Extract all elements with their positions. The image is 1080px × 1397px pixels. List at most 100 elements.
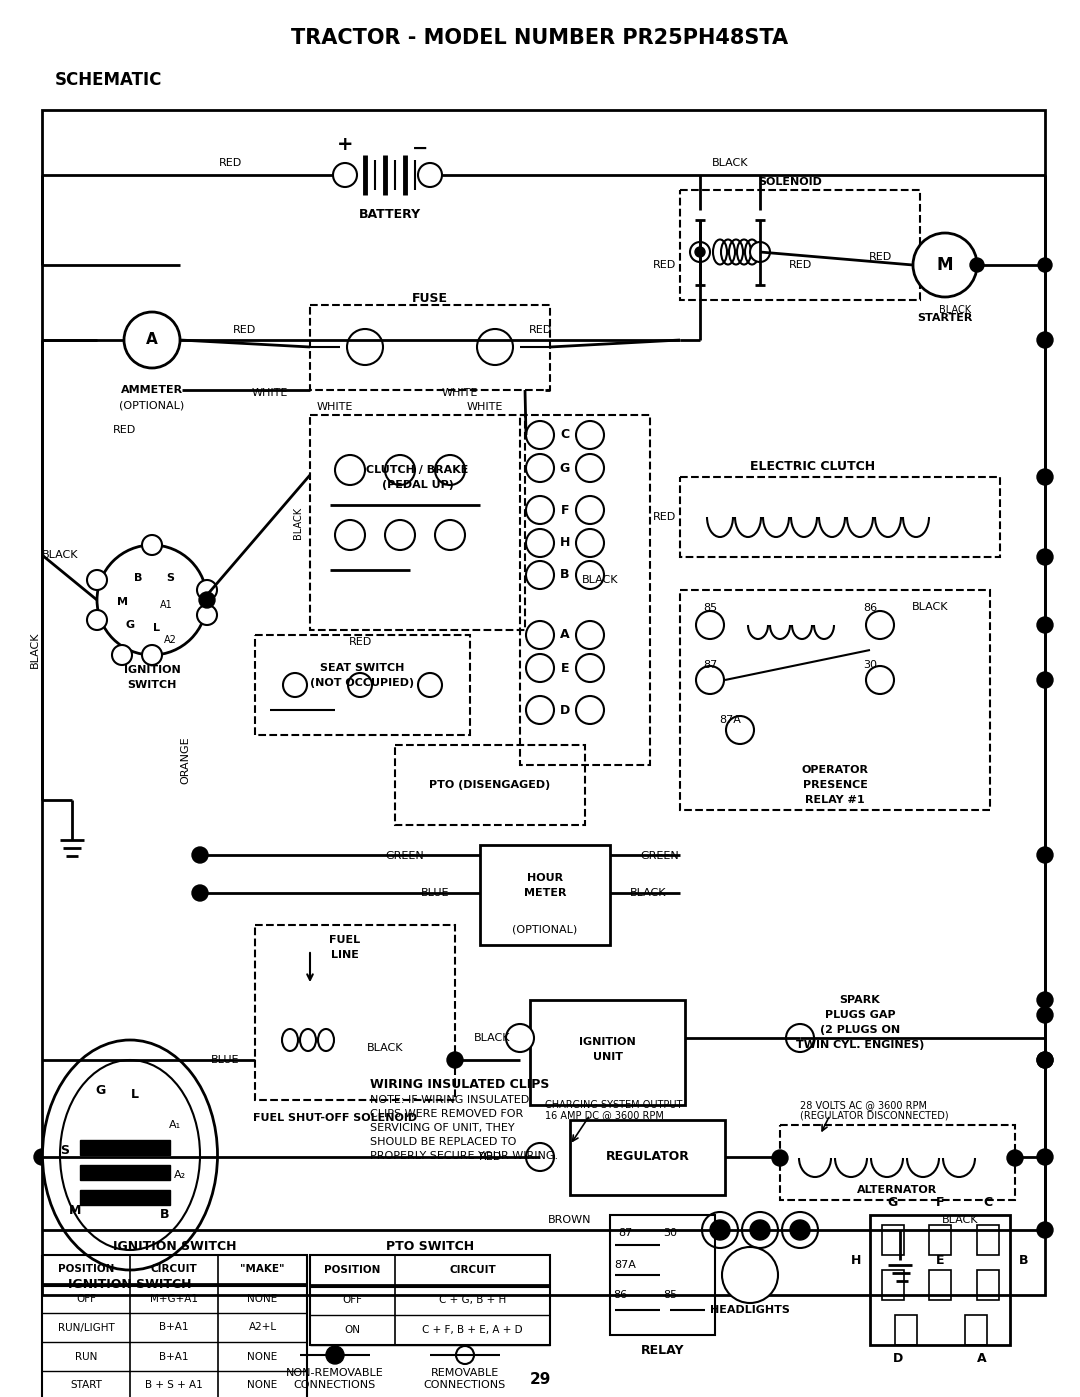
Text: BLUE: BLUE xyxy=(211,1055,240,1065)
Text: 16 AMP DC @ 3600 RPM: 16 AMP DC @ 3600 RPM xyxy=(545,1111,664,1120)
Text: REMOVABLE: REMOVABLE xyxy=(431,1368,499,1377)
Text: G: G xyxy=(887,1196,897,1210)
Bar xyxy=(395,745,585,826)
Circle shape xyxy=(97,545,207,655)
Circle shape xyxy=(435,520,465,550)
Circle shape xyxy=(866,666,894,694)
Text: G: G xyxy=(95,1084,105,1097)
Text: CONNECTIONS: CONNECTIONS xyxy=(423,1380,507,1390)
Text: 87A: 87A xyxy=(719,715,741,725)
Text: RED: RED xyxy=(788,260,812,270)
Text: E: E xyxy=(561,662,569,675)
Text: C: C xyxy=(984,1196,993,1210)
Text: START: START xyxy=(70,1380,102,1390)
Circle shape xyxy=(197,580,217,599)
Text: B: B xyxy=(1020,1253,1029,1267)
Circle shape xyxy=(348,673,372,697)
Text: GREEN: GREEN xyxy=(386,851,424,861)
Text: WIRING INSULATED CLIPS: WIRING INSULATED CLIPS xyxy=(370,1078,550,1091)
Text: WHITE: WHITE xyxy=(252,388,288,398)
Text: PTO (DISENGAGED): PTO (DISENGAGED) xyxy=(430,780,551,789)
Circle shape xyxy=(702,1213,738,1248)
Text: METER: METER xyxy=(524,888,566,898)
Text: NONE: NONE xyxy=(247,1294,278,1303)
Text: RELAY #1: RELAY #1 xyxy=(806,795,865,805)
Circle shape xyxy=(418,163,442,187)
Circle shape xyxy=(1037,1007,1053,1023)
Text: POSITION: POSITION xyxy=(58,1264,114,1274)
Text: S: S xyxy=(166,573,174,583)
Circle shape xyxy=(696,666,724,694)
Circle shape xyxy=(199,592,215,608)
Text: M+G+A1: M+G+A1 xyxy=(150,1294,198,1303)
Text: B+A1: B+A1 xyxy=(159,1351,189,1362)
Text: 86: 86 xyxy=(613,1289,627,1301)
Text: G: G xyxy=(559,461,570,475)
Text: 87: 87 xyxy=(703,659,717,671)
Text: (OPTIONAL): (OPTIONAL) xyxy=(120,400,185,409)
Bar xyxy=(255,925,455,1099)
Bar xyxy=(42,1255,307,1397)
Circle shape xyxy=(576,496,604,524)
Circle shape xyxy=(696,247,705,257)
Circle shape xyxy=(333,163,357,187)
Bar xyxy=(929,1225,951,1255)
Bar xyxy=(977,1270,999,1301)
Text: SERVICING OF UNIT, THEY: SERVICING OF UNIT, THEY xyxy=(370,1123,515,1133)
Circle shape xyxy=(526,454,554,482)
Circle shape xyxy=(742,1213,778,1248)
Circle shape xyxy=(283,673,307,697)
Text: AMMETER: AMMETER xyxy=(121,386,184,395)
Circle shape xyxy=(141,535,162,555)
Text: BLACK: BLACK xyxy=(367,1044,403,1053)
Bar xyxy=(570,1120,725,1194)
Text: FUEL SHUT-OFF SOLENOID: FUEL SHUT-OFF SOLENOID xyxy=(253,1113,417,1123)
Bar xyxy=(882,1270,904,1301)
Text: (2 PLUGS ON: (2 PLUGS ON xyxy=(820,1025,900,1035)
Bar xyxy=(80,1190,170,1206)
Circle shape xyxy=(87,570,107,590)
Circle shape xyxy=(866,610,894,638)
Text: PTO SWITCH: PTO SWITCH xyxy=(386,1241,474,1253)
Circle shape xyxy=(913,233,977,298)
Text: H: H xyxy=(559,536,570,549)
Text: A2+L: A2+L xyxy=(248,1323,276,1333)
Text: RED: RED xyxy=(653,511,677,522)
Circle shape xyxy=(1037,1148,1053,1165)
Text: GREEN: GREEN xyxy=(640,851,679,861)
Text: RUN: RUN xyxy=(75,1351,97,1362)
Circle shape xyxy=(526,1143,554,1171)
Circle shape xyxy=(1037,617,1053,633)
Circle shape xyxy=(197,605,217,624)
Bar xyxy=(882,1225,904,1255)
Text: B: B xyxy=(561,569,570,581)
Text: BLACK: BLACK xyxy=(30,631,40,668)
Text: 86: 86 xyxy=(863,604,877,613)
Circle shape xyxy=(477,330,513,365)
Bar xyxy=(519,415,650,766)
Circle shape xyxy=(789,1220,810,1241)
Text: 85: 85 xyxy=(663,1289,677,1301)
Text: 30: 30 xyxy=(863,659,877,671)
Text: WHITE: WHITE xyxy=(467,402,503,412)
Text: CIRCUIT: CIRCUIT xyxy=(449,1266,496,1275)
Text: PROPERLY SECURE YOUR WIRING.: PROPERLY SECURE YOUR WIRING. xyxy=(370,1151,558,1161)
Text: B: B xyxy=(160,1208,170,1221)
Text: FUEL: FUEL xyxy=(329,935,361,944)
Bar xyxy=(80,1140,170,1155)
Text: SEAT SWITCH: SEAT SWITCH xyxy=(321,664,405,673)
Text: (PEDAL UP): (PEDAL UP) xyxy=(381,481,454,490)
Circle shape xyxy=(1037,1052,1053,1067)
Circle shape xyxy=(192,847,208,863)
Text: CHARGING SYSTEM OUTPUT: CHARGING SYSTEM OUTPUT xyxy=(545,1099,683,1111)
Circle shape xyxy=(384,455,415,485)
Bar xyxy=(929,1270,951,1301)
Text: RUN/LIGHT: RUN/LIGHT xyxy=(57,1323,114,1333)
Text: (OPTIONAL): (OPTIONAL) xyxy=(512,925,578,935)
Circle shape xyxy=(526,696,554,724)
Text: A: A xyxy=(977,1352,987,1365)
Text: "MAKE": "MAKE" xyxy=(240,1264,285,1274)
Text: B: B xyxy=(134,573,143,583)
Text: F: F xyxy=(935,1196,944,1210)
Circle shape xyxy=(1037,847,1053,863)
